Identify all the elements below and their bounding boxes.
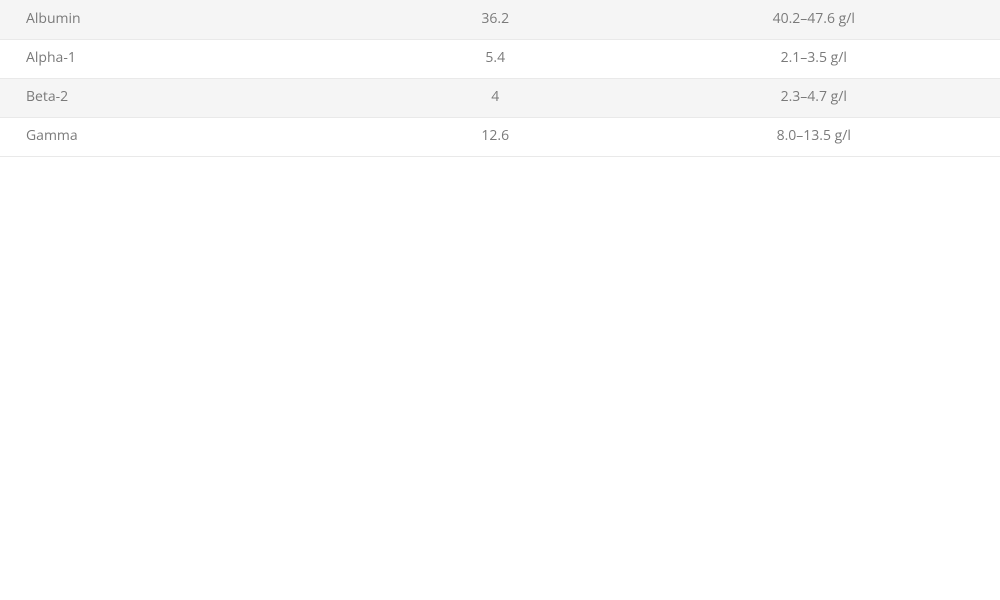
table-row: Beta-2 4 2.3–4.7 g/l	[0, 78, 1000, 117]
analyte-name: Albumin	[0, 0, 338, 39]
analyte-value: 5.4	[338, 39, 652, 78]
analyte-value: 36.2	[338, 0, 652, 39]
analyte-range: 40.2–47.6 g/l	[652, 0, 1000, 39]
table-row: Gamma 12.6 8.0–13.5 g/l	[0, 117, 1000, 156]
table-row: Albumin 36.2 40.2–47.6 g/l	[0, 0, 1000, 39]
analyte-range: 2.3–4.7 g/l	[652, 78, 1000, 117]
analyte-value: 12.6	[338, 117, 652, 156]
protein-fractions-table: Albumin 36.2 40.2–47.6 g/l Alpha-1 5.4 2…	[0, 0, 1000, 157]
analyte-name: Beta-2	[0, 78, 338, 117]
analyte-range: 2.1–3.5 g/l	[652, 39, 1000, 78]
analyte-name: Alpha-1	[0, 39, 338, 78]
analyte-name: Gamma	[0, 117, 338, 156]
table-row: Alpha-1 5.4 2.1–3.5 g/l	[0, 39, 1000, 78]
analyte-range: 8.0–13.5 g/l	[652, 117, 1000, 156]
analyte-value: 4	[338, 78, 652, 117]
